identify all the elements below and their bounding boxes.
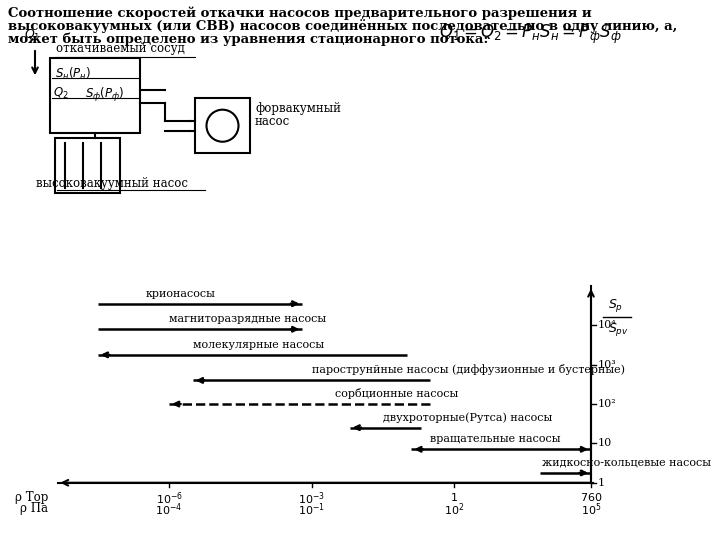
- Text: $10^{5}$: $10^{5}$: [581, 502, 601, 518]
- Text: 10⁴: 10⁴: [598, 320, 617, 330]
- Text: $Q_1$: $Q_1$: [24, 28, 40, 43]
- Text: высоковакуумный насос: высоковакуумный насос: [37, 177, 189, 190]
- Text: 1: 1: [598, 478, 606, 488]
- Text: Соотношение скоростей откачки насосов предварительного разрешения и: Соотношение скоростей откачки насосов пр…: [8, 6, 592, 19]
- Text: 10²: 10²: [598, 399, 617, 409]
- Text: $10^{2}$: $10^{2}$: [444, 502, 464, 518]
- Text: $1$: $1$: [450, 491, 458, 503]
- Text: $10^{-4}$: $10^{-4}$: [156, 502, 183, 518]
- Text: вращательные насосы: вращательные насосы: [431, 434, 561, 444]
- Text: может быть определено из уравнения стационарного потока:: может быть определено из уравнения стаци…: [8, 32, 488, 45]
- Bar: [195, 98, 250, 153]
- Text: $S_p$: $S_p$: [608, 297, 623, 314]
- Bar: [50, 58, 140, 133]
- Text: $S_н(P_н)$: $S_н(P_н)$: [55, 66, 91, 82]
- Text: крионасосы: крионасосы: [145, 288, 215, 299]
- Text: $10^{-1}$: $10^{-1}$: [298, 502, 325, 518]
- Text: насос: насос: [255, 114, 290, 127]
- Text: ρ Тор: ρ Тор: [14, 491, 48, 504]
- Text: магниторазрядные насосы: магниторазрядные насосы: [169, 314, 326, 324]
- Text: $760$: $760$: [580, 491, 602, 503]
- Text: $10^{-3}$: $10^{-3}$: [298, 491, 325, 507]
- Text: 10: 10: [598, 438, 613, 448]
- Text: $10^{-6}$: $10^{-6}$: [156, 491, 183, 507]
- Text: $S_ф (P_ф)$: $S_ф (P_ф)$: [85, 86, 125, 104]
- Bar: [55, 138, 120, 193]
- Text: 10³: 10³: [598, 360, 617, 370]
- Text: $Q_2$: $Q_2$: [53, 86, 68, 101]
- Text: жидкосно-кольцевые насосы: жидкосно-кольцевые насосы: [542, 458, 711, 468]
- Text: ρ Па: ρ Па: [20, 502, 48, 515]
- Text: форвакумный: форвакумный: [255, 102, 341, 114]
- Text: $Q_1=Q_2=P_н S_н=P_ф S_ф$: $Q_1=Q_2=P_н S_н=P_ф S_ф$: [438, 23, 621, 46]
- Text: сорбционные насосы: сорбционные насосы: [336, 388, 459, 399]
- Text: откачиваемый сосуд: откачиваемый сосуд: [55, 42, 184, 55]
- Text: парострунйные насосы (диффузионные и бустерные): парострунйные насосы (диффузионные и бус…: [312, 364, 625, 375]
- Text: молекулярные насосы: молекулярные насосы: [193, 340, 324, 350]
- Text: $S_{pv}$: $S_{pv}$: [608, 321, 629, 338]
- Text: высоковакуумных (или СВВ) насосов соединённых последовательно в одну линию, а,: высоковакуумных (или СВВ) насосов соедин…: [8, 19, 678, 33]
- Text: двухроторные(Рутса) насосы: двухроторные(Рутса) насосы: [383, 412, 552, 422]
